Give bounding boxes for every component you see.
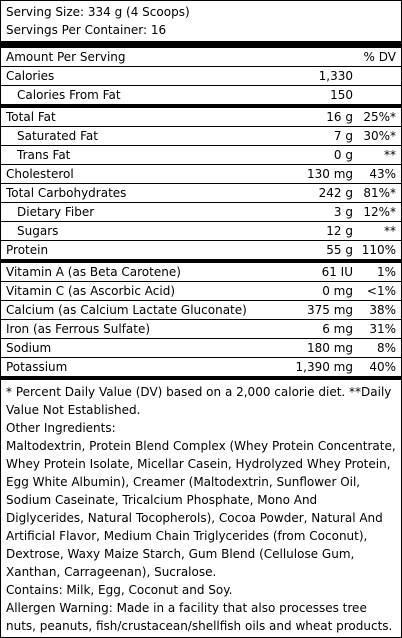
nutrient-name: Cholesterol <box>1 164 256 184</box>
table-row: Potassium 1,390 mg 40% <box>1 357 401 380</box>
nutrition-table: Amount Per Serving % DV Calories 1,330 C… <box>1 48 401 380</box>
servings-per-container: Servings Per Container: 16 <box>6 23 167 37</box>
nutrient-amount: 0 mg <box>256 281 359 301</box>
nutrient-amount: 1,330 <box>256 66 359 86</box>
nutrient-dv <box>359 66 401 86</box>
nutrient-name: Total Carbohydrates <box>1 183 256 203</box>
table-row: Sodium 180 mg 8% <box>1 338 401 358</box>
nutrient-name: Dietary Fiber <box>1 202 256 222</box>
nutrient-name: Sugars <box>1 221 256 241</box>
table-row: Iron (as Ferrous Sulfate) 6 mg 31% <box>1 319 401 339</box>
nutrient-name: Saturated Fat <box>1 126 256 146</box>
nutrient-amount: 16 g <box>256 106 359 127</box>
nutrient-dv: 25%* <box>359 106 401 127</box>
nutrient-amount: 375 mg <box>256 300 359 320</box>
nutrient-name: Trans Fat <box>1 145 256 165</box>
nutrient-name: Iron (as Ferrous Sulfate) <box>1 319 256 339</box>
nutrient-name: Calories <box>1 66 256 86</box>
nutrient-amount: 3 g <box>256 202 359 222</box>
table-header-row: Amount Per Serving % DV <box>1 48 401 67</box>
amount-header-blank <box>256 48 359 67</box>
serving-info: Serving Size: 334 g (4 Scoops) Servings … <box>1 1 401 39</box>
table-row: Cholesterol 130 mg 43% <box>1 164 401 184</box>
nutrient-name: Vitamin C (as Ascorbic Acid) <box>1 281 256 301</box>
nutrient-name: Protein <box>1 240 256 263</box>
serving-size: Serving Size: 334 g (4 Scoops) <box>6 5 190 19</box>
nutrient-amount: 61 IU <box>256 261 359 282</box>
allergen-warning: Allergen Warning: Made in a facility tha… <box>6 601 393 633</box>
daily-value-note: * Percent Daily Value (DV) based on a 2,… <box>6 385 392 417</box>
nutrient-dv: 1% <box>359 261 401 282</box>
contains-statement: Contains: Milk, Egg, Coconut and Soy. <box>6 583 233 597</box>
table-row: Trans Fat 0 g ** <box>1 145 401 165</box>
nutrient-amount: 6 mg <box>256 319 359 339</box>
nutrient-dv: 12%* <box>359 202 401 222</box>
table-row: Vitamin A (as Beta Carotene) 61 IU 1% <box>1 261 401 282</box>
table-row: Vitamin C (as Ascorbic Acid) 0 mg <1% <box>1 281 401 301</box>
nutrient-amount: 242 g <box>256 183 359 203</box>
nutrient-name: Sodium <box>1 338 256 358</box>
nutrient-name: Calcium (as Calcium Lactate Gluconate) <box>1 300 256 320</box>
nutrient-dv: ** <box>359 145 401 165</box>
nutrient-amount: 130 mg <box>256 164 359 184</box>
table-row: Protein 55 g 110% <box>1 240 401 263</box>
nutrient-dv: 81%* <box>359 183 401 203</box>
other-ingredients-label: Other Ingredients: <box>6 421 116 435</box>
label-footer: * Percent Daily Value (DV) based on a 2,… <box>1 380 401 635</box>
nutrient-dv: 40% <box>359 357 401 380</box>
nutrient-dv: 8% <box>359 338 401 358</box>
dv-header: % DV <box>359 48 401 67</box>
nutrient-dv: 30%* <box>359 126 401 146</box>
table-row: Total Carbohydrates 242 g 81%* <box>1 183 401 203</box>
table-row: Total Fat 16 g 25%* <box>1 106 401 127</box>
nutrient-amount: 12 g <box>256 221 359 241</box>
nutrient-name: Total Fat <box>1 106 256 127</box>
nutrient-dv: <1% <box>359 281 401 301</box>
table-row: Calcium (as Calcium Lactate Gluconate) 3… <box>1 300 401 320</box>
table-row: Saturated Fat 7 g 30%* <box>1 126 401 146</box>
nutrient-amount: 180 mg <box>256 338 359 358</box>
nutrient-amount: 7 g <box>256 126 359 146</box>
nutrient-name: Calories From Fat <box>1 85 256 108</box>
table-row: Sugars 12 g ** <box>1 221 401 241</box>
nutrient-amount: 1,390 mg <box>256 357 359 380</box>
table-row: Calories 1,330 <box>1 66 401 86</box>
table-row: Dietary Fiber 3 g 12%* <box>1 202 401 222</box>
nutrient-amount: 150 <box>256 85 359 108</box>
table-row: Calories From Fat 150 <box>1 85 401 108</box>
nutrient-amount: 0 g <box>256 145 359 165</box>
nutrient-name: Potassium <box>1 357 256 380</box>
nutrient-name: Vitamin A (as Beta Carotene) <box>1 261 256 282</box>
nutrient-dv: 43% <box>359 164 401 184</box>
nutrient-amount: 55 g <box>256 240 359 263</box>
nutrient-dv: 110% <box>359 240 401 263</box>
ingredients-list: Maltodextrin, Protein Blend Complex (Whe… <box>6 439 396 579</box>
nutrient-dv <box>359 85 401 108</box>
thick-divider <box>1 41 401 48</box>
nutrient-dv: ** <box>359 221 401 241</box>
amount-per-serving-header: Amount Per Serving <box>1 48 256 67</box>
nutrient-dv: 31% <box>359 319 401 339</box>
nutrient-dv: 38% <box>359 300 401 320</box>
